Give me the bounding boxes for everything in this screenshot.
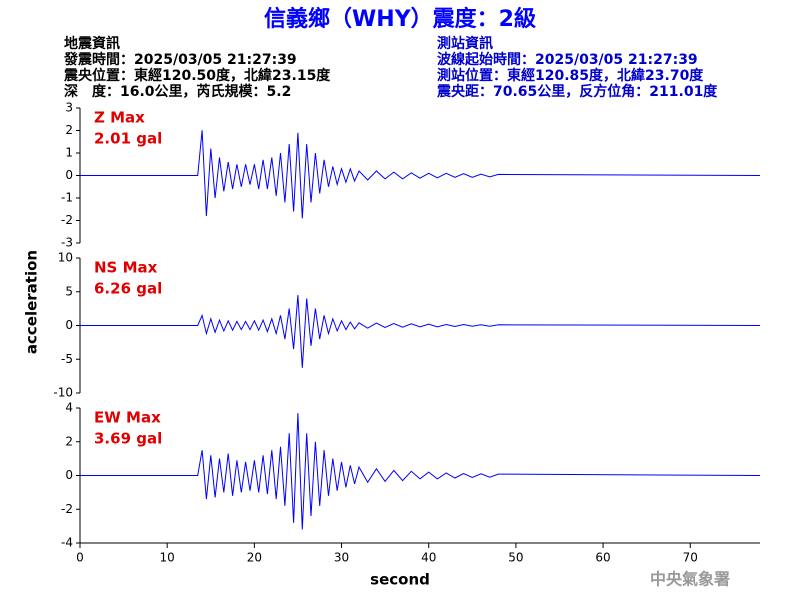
- info-line: 波線起始時間：2025/03/05 21:27:39: [437, 51, 698, 68]
- info-line: 震央位置：東經120.50度，北緯23.15度: [63, 67, 331, 84]
- x-tick-label: 60: [595, 551, 610, 565]
- max-annotation: EW Max: [94, 409, 161, 427]
- y-tick-label: 2: [65, 123, 73, 137]
- watermark: 中央氣象署: [650, 570, 730, 589]
- title: 信義鄉（WHY）震度：2級: [264, 6, 536, 32]
- x-tick-label: 70: [683, 551, 698, 565]
- x-tick-label: 0: [76, 551, 84, 565]
- y-tick-label: -2: [61, 213, 73, 227]
- waveform: [80, 413, 761, 530]
- y-tick-label: -1: [61, 191, 73, 205]
- waveform: [80, 130, 761, 219]
- info-line: 測站資訊: [437, 35, 493, 52]
- max-annotation: 6.26 gal: [94, 280, 162, 298]
- y-tick-label: 2: [65, 434, 73, 448]
- x-tick-label: 30: [334, 551, 349, 565]
- x-tick-label: 10: [160, 551, 175, 565]
- y-tick-label: -10: [53, 386, 73, 400]
- info-line: 測站位置：東經120.85度，北緯23.70度: [437, 67, 704, 84]
- max-annotation: NS Max: [94, 259, 158, 277]
- x-axis-label: second: [370, 571, 430, 589]
- y-tick-label: 5: [65, 284, 73, 298]
- y-tick-label: -5: [61, 352, 73, 366]
- y-tick-label: 0: [65, 318, 73, 332]
- max-annotation: Z Max: [94, 109, 145, 127]
- info-line: 深 度：16.0公里，芮氏規模：5.2: [64, 83, 291, 100]
- waveform: [80, 295, 761, 368]
- y-tick-label: 4: [65, 401, 73, 415]
- x-tick-label: 40: [421, 551, 436, 565]
- info-line: 發震時間：2025/03/05 21:27:39: [63, 51, 297, 68]
- y-axis-label: acceleration: [23, 250, 41, 354]
- max-annotation: 2.01 gal: [94, 130, 162, 148]
- y-tick-label: -4: [61, 536, 73, 550]
- x-tick-label: 50: [508, 551, 523, 565]
- y-tick-label: 0: [65, 168, 73, 182]
- info-line: 地震資訊: [64, 35, 120, 52]
- y-tick-label: -3: [61, 236, 73, 250]
- info-line: 震央距：70.65公里，反方位角：211.01度: [436, 83, 718, 100]
- y-tick-label: -2: [61, 502, 73, 516]
- y-tick-label: 1: [65, 146, 73, 160]
- y-tick-label: 0: [65, 468, 73, 482]
- y-tick-label: 10: [58, 251, 73, 265]
- x-tick-label: 20: [247, 551, 262, 565]
- y-tick-label: 3: [65, 101, 73, 115]
- max-annotation: 3.69 gal: [94, 430, 162, 448]
